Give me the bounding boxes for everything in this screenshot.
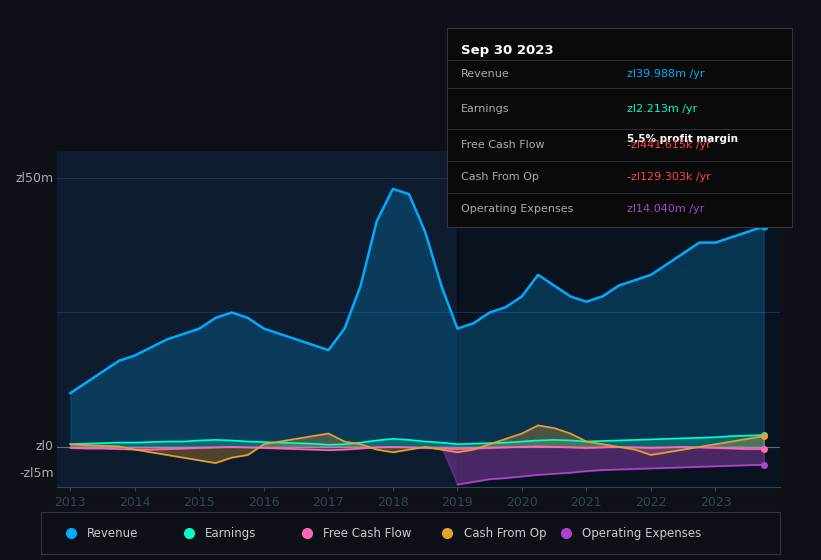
Text: zl39.988m /yr: zl39.988m /yr [626, 69, 704, 79]
Text: Free Cash Flow: Free Cash Flow [461, 141, 545, 150]
Text: Earnings: Earnings [205, 527, 256, 540]
Text: zl2.213m /yr: zl2.213m /yr [626, 104, 697, 114]
Text: Earnings: Earnings [461, 104, 510, 114]
Text: -zl129.303k /yr: -zl129.303k /yr [626, 172, 711, 182]
Text: Cash From Op: Cash From Op [461, 172, 539, 182]
Text: Sep 30 2023: Sep 30 2023 [461, 44, 554, 57]
Text: Free Cash Flow: Free Cash Flow [323, 527, 411, 540]
Text: -zl441.615k /yr: -zl441.615k /yr [626, 141, 711, 150]
Text: Operating Expenses: Operating Expenses [582, 527, 701, 540]
Text: zl14.040m /yr: zl14.040m /yr [626, 204, 704, 214]
Text: 5.5% profit margin: 5.5% profit margin [626, 134, 738, 144]
Text: Operating Expenses: Operating Expenses [461, 204, 574, 214]
Bar [457, 151, 780, 487]
Text: zl50m: zl50m [16, 171, 54, 185]
Text: Revenue: Revenue [461, 69, 510, 79]
Text: Cash From Op: Cash From Op [464, 527, 546, 540]
Text: zl0: zl0 [36, 440, 54, 454]
Text: -zl5m: -zl5m [19, 467, 54, 480]
Text: Revenue: Revenue [87, 527, 138, 540]
